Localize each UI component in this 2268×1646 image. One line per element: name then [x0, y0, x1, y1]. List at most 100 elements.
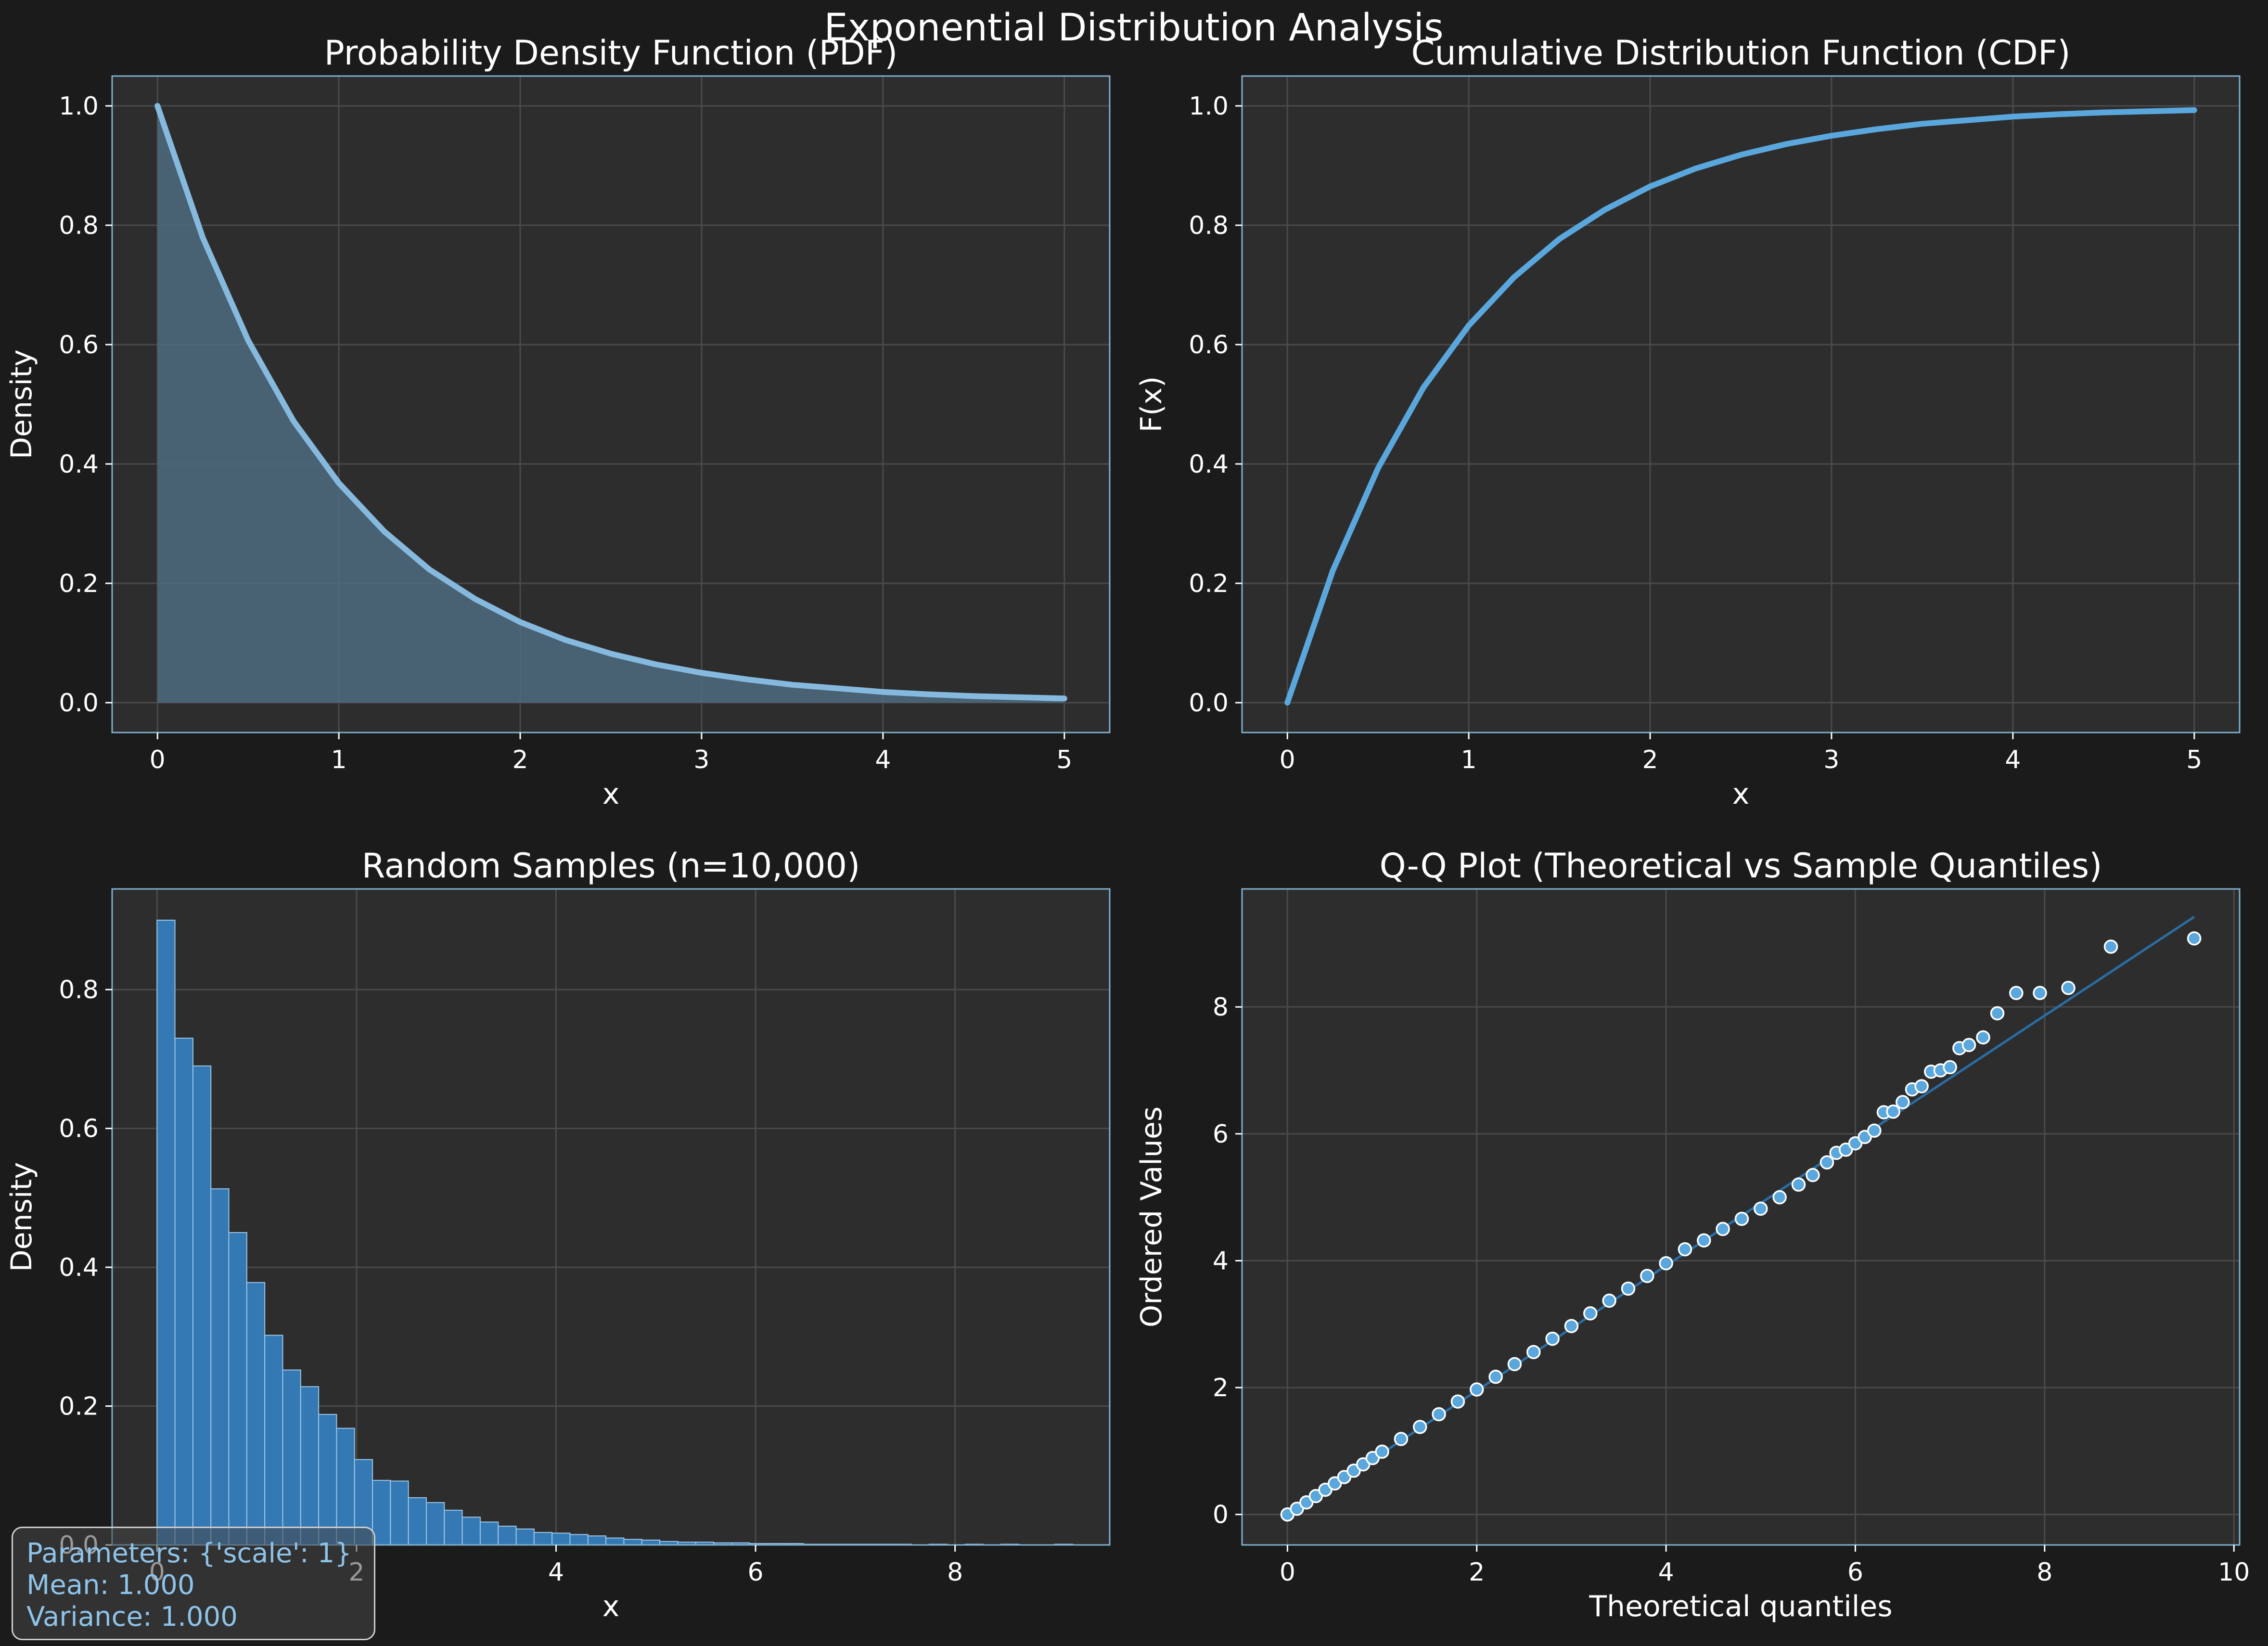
qq-xtick-label: 4 [1658, 1558, 1674, 1587]
pdf-xtick-label: 2 [512, 746, 528, 774]
pdf-xtick-label: 0 [150, 746, 166, 774]
histogram-bar [569, 1534, 589, 1545]
pdf-ytick-label: 0.0 [59, 689, 99, 718]
pdf-axes-frame [111, 75, 1111, 733]
qq-point [2033, 986, 2047, 1000]
pdf-fill-area [157, 106, 1064, 703]
qq-point [2009, 986, 2024, 1000]
qq-point [1976, 1030, 1990, 1045]
qq-point [1716, 1222, 1730, 1236]
hist-ytick-label: 0.8 [59, 976, 99, 1004]
histogram-bar [246, 1282, 266, 1546]
histogram-bar [425, 1502, 445, 1546]
hist-ylabel: Density [5, 1162, 38, 1272]
qq-point [1621, 1281, 1636, 1296]
pdf-xtick-label: 3 [693, 746, 709, 774]
histogram-bar [444, 1509, 463, 1545]
qq-point [1308, 1489, 1323, 1504]
qq-ytick-label: 0 [1213, 1501, 1229, 1530]
cdf-panel: 0 1 2 3 4 5 0.0 0.2 0.4 0.6 0.8 1.0 Cumulative Distr… [1135, 33, 2241, 811]
histogram-bar [282, 1369, 301, 1546]
pdf-ylabel: Density [5, 349, 38, 459]
cdf-line [1284, 107, 2197, 706]
qq-point [1337, 1470, 1352, 1484]
pdf-xtick-label: 5 [1056, 746, 1072, 774]
qq-point [1299, 1495, 1314, 1510]
qq-point [1602, 1293, 1616, 1308]
histogram-bar [587, 1535, 607, 1546]
figure-title: Exponential Distribution Analysis [824, 6, 1443, 50]
histogram-bar [498, 1526, 517, 1545]
qq-point [2187, 931, 2202, 946]
qq-point [1488, 1369, 1503, 1384]
qq-xtick-label: 0 [1280, 1558, 1295, 1587]
cdf-title: Cumulative Distribution Function (CDF) [1411, 33, 2070, 73]
histogram-bar [192, 1065, 212, 1546]
qq-point [1734, 1211, 1749, 1226]
qq-point [1450, 1394, 1465, 1409]
cdf-plot-area [1242, 76, 2240, 733]
histogram-bar [264, 1335, 283, 1546]
qq-point [1526, 1345, 1541, 1360]
histogram-bar [515, 1528, 535, 1545]
cdf-xtick-label: 1 [1461, 746, 1477, 774]
qq-point [1914, 1079, 1929, 1093]
qq-point [1678, 1242, 1692, 1257]
qq-point [2061, 980, 2076, 995]
histogram-bar [318, 1414, 337, 1545]
hist-ytick-label: 0.2 [59, 1392, 99, 1421]
pdf-ytick-label: 0.4 [59, 450, 99, 479]
qq-point [1640, 1269, 1654, 1283]
cdf-xtick-label: 2 [1642, 746, 1658, 774]
qq-xlabel: Theoretical quantiles [1589, 1590, 1892, 1623]
stats-variance: Variance: 1.000 [26, 1601, 238, 1633]
qq-point [1990, 1006, 2005, 1021]
pdf-title: Probability Density Function (PDF) [324, 33, 898, 73]
cdf-xtick-label: 3 [1823, 746, 1839, 774]
qq-plot-panel: 0 2 4 6 8 10 0 2 4 6 8 Q-Q Plot (Theoretical vs Sam… [1135, 846, 2250, 1623]
cdf-ytick-label: 0.4 [1189, 450, 1229, 479]
histogram-bar [300, 1386, 320, 1545]
qq-ytick-label: 2 [1213, 1374, 1229, 1402]
pdf-panel: 0 1 2 3 4 5 0.0 0.2 0.4 0.6 0.8 1.0 Probability Dens… [5, 33, 1111, 811]
cdf-ylabel: F(x) [1135, 376, 1168, 433]
histogram-bar [479, 1521, 499, 1545]
qq-xtick-label: 2 [1469, 1558, 1485, 1587]
histogram-bar [461, 1517, 481, 1546]
stats-box: Parameters: {'scale': 1} Mean: 1.000 Var… [12, 1527, 375, 1640]
qq-point [1772, 1190, 1787, 1205]
histogram-bar [551, 1532, 571, 1546]
cdf-ytick-label: 0.2 [1189, 569, 1229, 598]
histogram-bar [623, 1539, 642, 1546]
qq-point [1545, 1331, 1560, 1346]
cdf-xlabel: x [1732, 777, 1750, 811]
hist-xlabel: x [602, 1590, 620, 1623]
qq-point [1356, 1457, 1371, 1472]
qq-point [1886, 1104, 1900, 1119]
qq-point [1375, 1444, 1389, 1459]
qq-point [1848, 1136, 1863, 1151]
hist-ytick-label: 0.6 [59, 1115, 99, 1144]
histogram-bar [156, 919, 176, 1545]
qq-xtick-label: 10 [2218, 1558, 2250, 1587]
qq-xtick-label: 6 [1847, 1558, 1863, 1587]
stats-parameters: Parameters: {'scale': 1} [26, 1538, 352, 1569]
histogram-bar [228, 1232, 247, 1545]
hist-xtick-label: 8 [947, 1558, 963, 1587]
qq-ytick-label: 8 [1213, 993, 1229, 1022]
qq-ylabel: Ordered Values [1135, 1106, 1168, 1327]
cdf-axes-frame [1241, 75, 2241, 733]
hist-ytick-label: 0.4 [59, 1253, 99, 1282]
qq-point [1564, 1319, 1579, 1333]
qq-ytick-label: 4 [1213, 1247, 1229, 1275]
qq-title: Q-Q Plot (Theoretical vs Sample Quantile… [1380, 846, 2102, 886]
qq-point [1394, 1432, 1409, 1446]
cdf-ytick-label: 0.0 [1189, 689, 1229, 718]
cdf-ytick-label: 0.8 [1189, 211, 1229, 240]
qq-point [1839, 1143, 1853, 1157]
pdf-xlabel: x [602, 777, 620, 811]
qq-point [1806, 1168, 1820, 1183]
pdf-xtick-label: 4 [875, 746, 891, 774]
